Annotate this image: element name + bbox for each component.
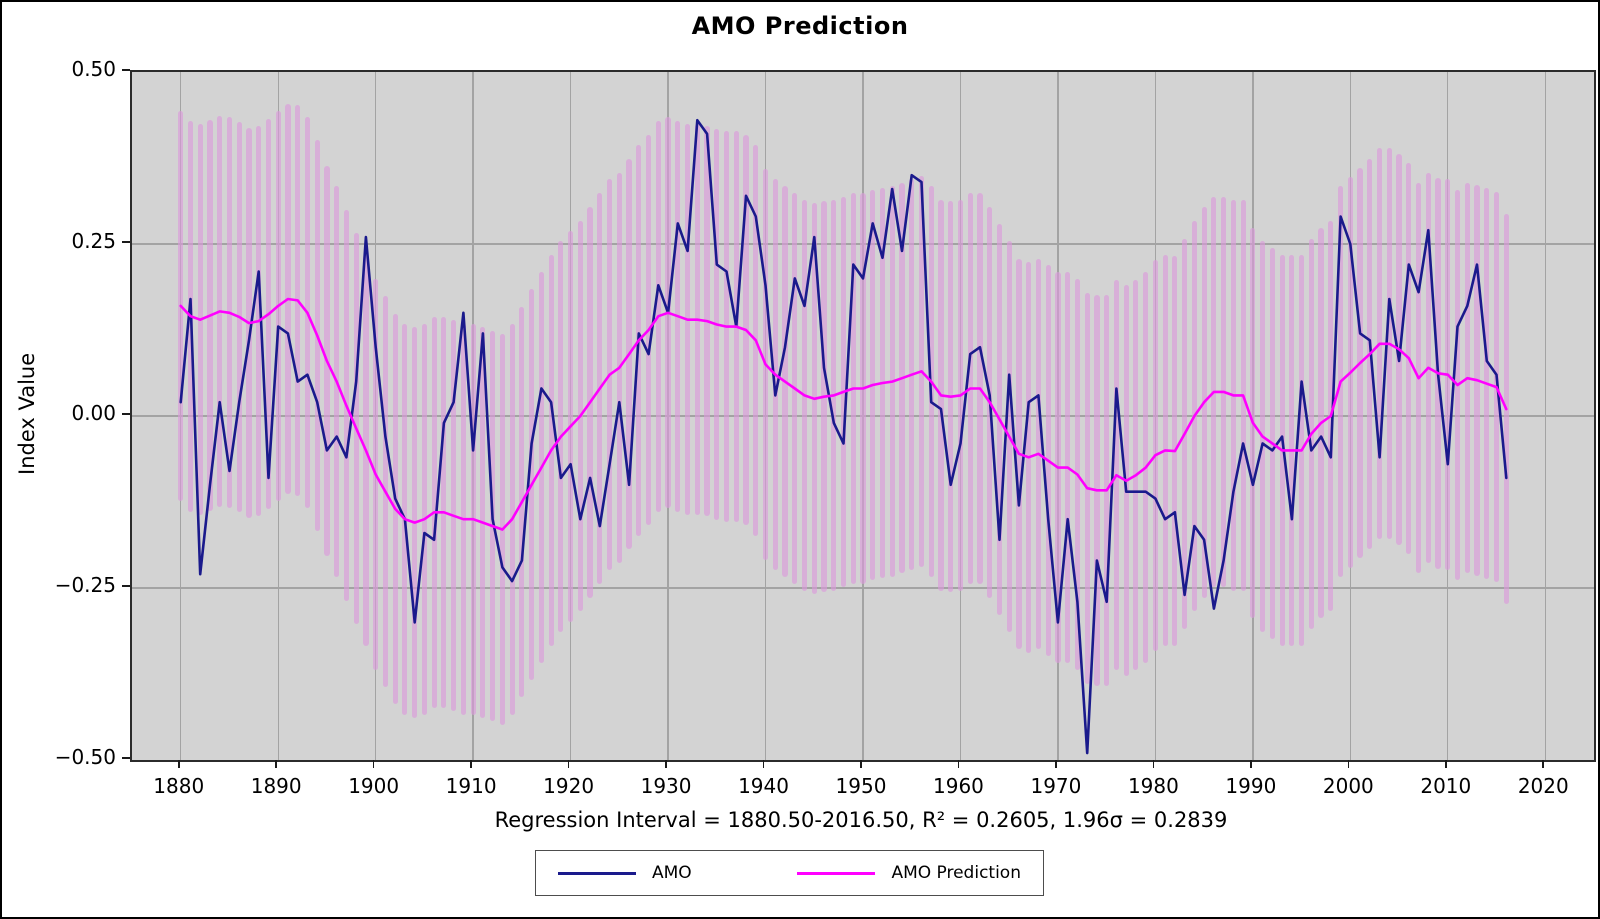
x-tick <box>470 760 472 768</box>
y-tick-label: 0.25 <box>71 229 116 253</box>
x-tick <box>1347 760 1350 768</box>
y-tick <box>122 585 130 587</box>
x-tick-label: 1990 <box>1225 774 1277 798</box>
amo-line <box>179 118 1508 755</box>
x-tick <box>860 760 862 768</box>
x-tick-label: 1910 <box>445 774 497 798</box>
x-tick <box>1055 760 1057 768</box>
x-tick-label: 1960 <box>933 774 984 798</box>
x-tick <box>177 760 180 768</box>
y-tick-label: −0.50 <box>54 745 116 769</box>
legend: AMO AMO Prediction <box>535 850 1044 896</box>
prediction-line <box>179 297 1508 531</box>
plot-canvas <box>132 72 1594 760</box>
x-tick-label: 1880 <box>153 774 205 798</box>
x-tick <box>1152 760 1155 768</box>
x-tick-label: 2020 <box>1517 774 1569 798</box>
x-tick <box>275 760 277 768</box>
x-tick-label: 2010 <box>1420 774 1472 798</box>
x-tick-label: 1920 <box>543 774 595 798</box>
x-tick <box>762 760 765 768</box>
chart-title: AMO Prediction <box>691 12 909 40</box>
x-tick <box>1542 760 1545 768</box>
x-tick <box>567 760 570 768</box>
x-tick <box>1445 760 1447 768</box>
x-tick-label: 1930 <box>640 774 692 798</box>
x-tick-label: 1900 <box>348 774 400 798</box>
y-tick <box>122 413 130 415</box>
x-tick-label: 1890 <box>250 774 302 798</box>
x-tick-label: 1970 <box>1030 774 1082 798</box>
x-tick <box>665 760 667 768</box>
plot-area <box>130 70 1596 762</box>
y-tick <box>122 241 130 243</box>
y-tick-label: −0.25 <box>54 573 116 597</box>
x-tick <box>1250 760 1252 768</box>
legend-item-amo: AMO <box>558 863 692 883</box>
legend-label-prediction: AMO Prediction <box>891 863 1021 883</box>
x-tick-label: 1950 <box>835 774 887 798</box>
x-tick <box>957 760 960 768</box>
x-tick-label: 1980 <box>1127 774 1179 798</box>
legend-label-amo: AMO <box>652 863 692 883</box>
prediction-line-swatch <box>797 871 876 875</box>
y-tick-label: 0.50 <box>71 57 116 81</box>
x-tick-label: 2000 <box>1322 774 1374 798</box>
x-tick <box>372 760 375 768</box>
x-axis-caption: Regression Interval = 1880.50-2016.50, R… <box>494 808 1228 832</box>
grid-line-horizontal <box>132 587 1594 589</box>
data-lines <box>179 118 1508 755</box>
legend-item-prediction: AMO Prediction <box>797 863 1021 883</box>
amo-line-swatch <box>558 871 636 875</box>
y-tick <box>122 69 130 71</box>
x-tick-label: 1940 <box>738 774 789 798</box>
y-tick <box>122 757 130 759</box>
y-tick-label: 0.00 <box>71 401 116 425</box>
